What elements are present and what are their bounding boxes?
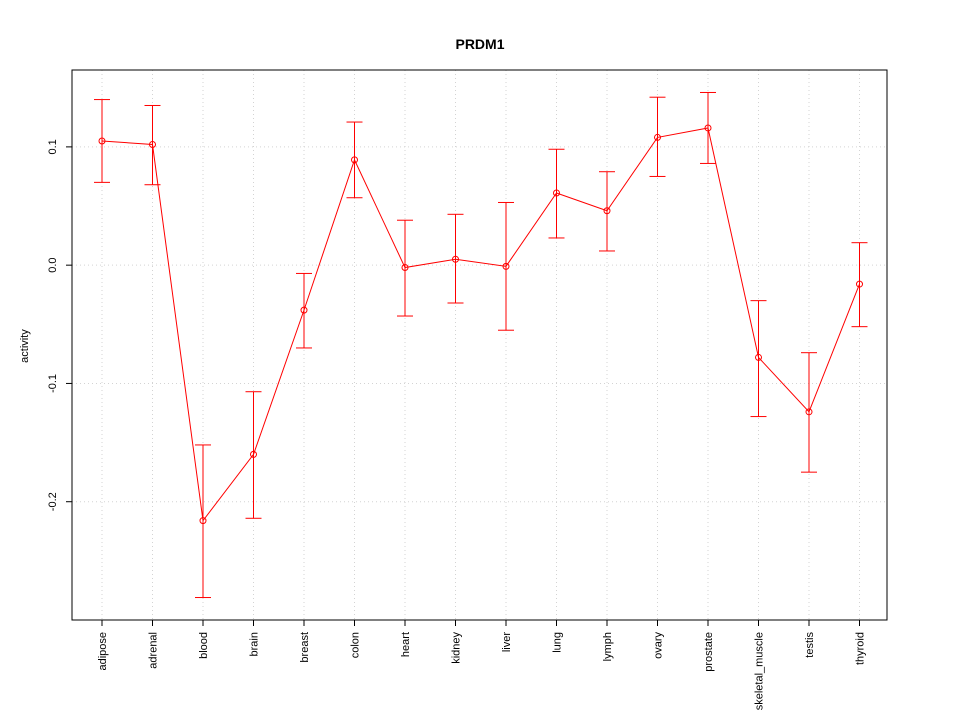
y-tick-label: 0.0 [47,258,59,273]
data-point [704,124,712,132]
x-tick-label: thyroid [855,632,867,665]
data-point [805,408,813,416]
data-point [553,189,560,197]
x-tick-label: adipose [97,632,109,671]
data-point [401,264,409,272]
series-line [101,127,860,522]
data-series [94,91,868,599]
axes: -0.2 -0.1 0.0 0.1 adipose adrenal blood brain br… [47,139,867,710]
x-tick-label: colon [350,632,362,658]
x-tick-label: heart [400,632,412,657]
x-tick-label: kidney [451,632,463,664]
plot-frame [71,69,888,621]
data-point [502,262,510,270]
y-axis-label: activity [19,329,31,363]
x-tick-label: lung [552,632,564,653]
grid [72,70,887,620]
y-tick-label: -0.2 [47,492,59,511]
y-tick-label: 0.1 [47,139,59,154]
x-tick-label: brain [249,632,261,656]
data-point [98,137,106,145]
data-point [755,353,762,361]
data-point [300,306,308,314]
x-tick-label: blood [198,632,210,659]
x-tick-label: skeletal_muscle [754,632,766,710]
data-point [654,133,661,141]
data-point [250,450,257,458]
chart-title: PRDM1 [455,36,504,52]
data-point [452,255,459,263]
x-tick-label: liver [501,632,513,653]
x-tick-label: adrenal [148,632,160,669]
y-tick-label: -0.1 [47,374,59,393]
x-tick-label: prostate [703,632,715,672]
x-tick-label: breast [299,632,311,663]
data-point [351,156,358,164]
data-point [603,207,611,215]
x-tick-label: testis [804,632,816,658]
x-tick-label: ovary [653,632,665,659]
data-point [199,517,207,525]
data-point [856,280,863,288]
x-tick-label: lymph [602,632,614,661]
data-point [149,141,156,149]
